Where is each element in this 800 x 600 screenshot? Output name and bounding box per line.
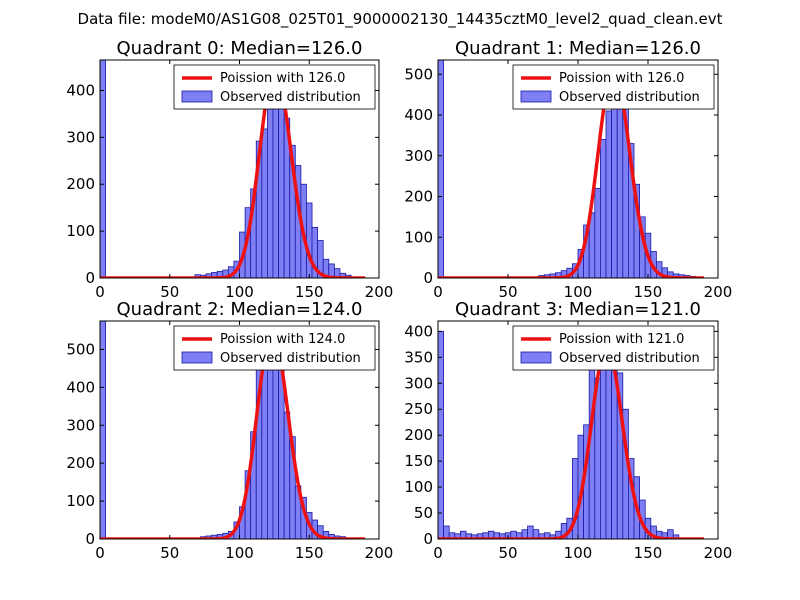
histogram-bar <box>527 525 534 539</box>
histogram-bar <box>611 86 618 278</box>
y-tick-label: 0 <box>85 530 95 548</box>
histogram-bar <box>594 187 601 278</box>
x-tick-label: 0 <box>433 283 443 301</box>
poisson-curve-group <box>100 67 366 278</box>
y-tick-label: 300 <box>404 374 433 392</box>
histogram-bar <box>266 83 274 278</box>
quadrant-panel-2: 0 50 100 150 200 0 100 200 300 400 500 Quadrant 2: … <box>66 299 393 562</box>
panel-title: Quadrant 3: Median=121.0 <box>455 299 701 320</box>
y-tick-label: 500 <box>66 340 95 358</box>
histogram-bar <box>605 341 612 539</box>
histogram-bar <box>306 202 313 278</box>
histogram-bar <box>100 60 106 278</box>
quadrant-panel-1: 0 50 100 150 200 0 100 200 300 400 500 Quadrant 1: … <box>404 38 732 301</box>
y-tick-label: 250 <box>404 400 433 418</box>
poisson-curve-group <box>438 68 705 278</box>
histogram-bar <box>261 128 268 278</box>
y-tick-label: 400 <box>404 322 433 340</box>
histogram-bars <box>100 321 346 539</box>
legend-poisson-label: Poission with 121.0 <box>559 332 684 347</box>
legend-observed-label: Observed distribution <box>220 351 361 366</box>
poisson-curve-group <box>438 345 705 539</box>
y-tick-label: 100 <box>66 222 95 240</box>
y-tick-label: 400 <box>66 378 95 396</box>
x-tick-label: 150 <box>295 544 324 562</box>
quadrant-panel-3: 0 50 100 150 200 0 50 100 150 200 250 300 350 400 Quad… <box>404 299 732 562</box>
y-tick-label: 400 <box>404 106 433 124</box>
legend-observed-label: Observed distribution <box>559 90 700 105</box>
legend-observed-swatch <box>520 90 552 103</box>
x-tick-label: 100 <box>564 544 593 562</box>
panel-title: Quadrant 1: Median=126.0 <box>455 38 701 59</box>
histogram-bar <box>600 139 607 278</box>
x-tick-label: 200 <box>365 544 394 562</box>
y-tick-label: 0 <box>423 269 433 287</box>
legend-observed-label: Observed distribution <box>220 90 361 105</box>
y-tick-label: 300 <box>404 147 433 165</box>
x-tick-label: 150 <box>295 283 324 301</box>
x-tick-label: 0 <box>95 283 105 301</box>
quadrant-panel-0: 0 50 100 150 200 0 100 200 300 400 Quadrant 0: Med… <box>66 38 393 301</box>
legend-poisson-label: Poission with 124.0 <box>220 332 345 347</box>
y-tick-label: 200 <box>66 454 95 472</box>
y-tick-label: 50 <box>414 504 433 522</box>
x-tick-label: 100 <box>564 283 593 301</box>
figure-title: Data file: modeM0/AS1G08_025T01_90000021… <box>78 10 723 29</box>
legend-observed-swatch <box>181 351 213 364</box>
y-tick-label: 100 <box>404 478 433 496</box>
x-tick-label: 200 <box>704 544 733 562</box>
histogram-bar <box>261 360 268 539</box>
x-tick-label: 200 <box>704 283 733 301</box>
x-tick-label: 200 <box>365 283 394 301</box>
panel-title: Quadrant 0: Median=126.0 <box>117 38 363 59</box>
y-tick-label: 300 <box>66 416 95 434</box>
histogram-bar <box>443 525 450 539</box>
y-tick-label: 400 <box>66 81 95 99</box>
x-tick-label: 150 <box>634 544 663 562</box>
y-tick-label: 150 <box>404 452 433 470</box>
y-tick-label: 100 <box>404 228 433 246</box>
legend-poisson-label: Poission with 126.0 <box>559 71 684 86</box>
x-tick-label: 100 <box>225 544 254 562</box>
legend-observed-label: Observed distribution <box>559 351 700 366</box>
histogram-bar <box>100 321 106 539</box>
y-tick-label: 350 <box>404 348 433 366</box>
legend: Poission with 124.0 Observed distribution <box>173 325 376 371</box>
poisson-curve <box>438 68 705 278</box>
legend-poisson-label: Poission with 126.0 <box>220 71 345 86</box>
legend: Poission with 121.0 Observed distribution <box>512 325 715 371</box>
y-tick-label: 200 <box>404 188 433 206</box>
x-tick-label: 50 <box>160 283 179 301</box>
x-tick-label: 0 <box>433 544 443 562</box>
poisson-curve <box>438 345 705 539</box>
legend: Poission with 126.0 Observed distribution <box>512 64 715 110</box>
x-tick-label: 50 <box>498 283 517 301</box>
poisson-curve-group <box>100 330 366 539</box>
histogram-bar <box>605 110 612 278</box>
panels-container: 0 50 100 150 200 0 100 200 300 400 Quadrant 0: Med… <box>66 38 732 562</box>
histogram-bar <box>600 367 607 539</box>
x-tick-label: 150 <box>634 283 663 301</box>
y-tick-label: 500 <box>404 65 433 83</box>
y-tick-label: 0 <box>85 269 95 287</box>
x-tick-label: 100 <box>225 283 254 301</box>
histogram-bar <box>667 529 674 539</box>
x-tick-label: 50 <box>160 544 179 562</box>
y-tick-label: 200 <box>404 426 433 444</box>
y-tick-label: 300 <box>66 128 95 146</box>
legend: Poission with 126.0 Observed distribution <box>173 64 376 110</box>
y-tick-label: 100 <box>66 492 95 510</box>
y-tick-label: 0 <box>423 530 433 548</box>
poisson-curve <box>100 330 366 539</box>
y-tick-label: 200 <box>66 175 95 193</box>
legend-observed-swatch <box>520 351 552 364</box>
x-tick-label: 0 <box>95 544 105 562</box>
histogram-bar <box>438 60 444 278</box>
legend-observed-swatch <box>181 90 213 103</box>
x-tick-label: 50 <box>498 544 517 562</box>
poisson-curve <box>100 67 366 278</box>
panel-title: Quadrant 2: Median=124.0 <box>117 299 363 320</box>
